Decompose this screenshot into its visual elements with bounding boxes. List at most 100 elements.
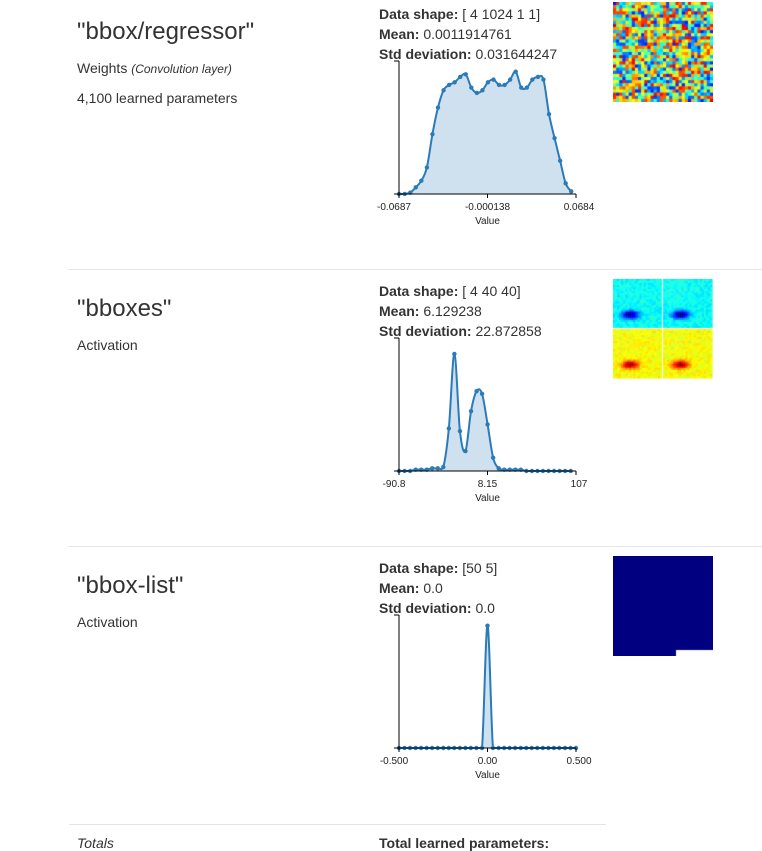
x-tick-label: -90.8 xyxy=(383,479,406,490)
data-shape-value: [50 5] xyxy=(462,560,498,576)
layer-type-label: Activation xyxy=(77,614,138,630)
histogram-point xyxy=(552,135,557,141)
std-value: 0.031644247 xyxy=(475,46,558,62)
std-row: Std deviation: 0.0 xyxy=(379,598,497,618)
layer-type: Activation xyxy=(77,614,138,630)
histogram-chart: -0.500 0.00 0.500 Value xyxy=(380,614,592,781)
data-shape-value: [ 4 40 40] xyxy=(462,283,521,299)
histogram-point xyxy=(463,448,468,454)
std-label: Std deviation: xyxy=(379,323,472,339)
histogram-area xyxy=(399,71,572,194)
data-shape-label: Data shape: xyxy=(379,560,459,576)
histogram-point xyxy=(413,185,418,190)
mean-row: Mean: 6.129238 xyxy=(379,301,542,321)
histogram-point xyxy=(535,74,541,80)
histogram-point xyxy=(457,428,463,434)
histogram-point xyxy=(452,80,457,85)
layer-stats: Data shape: [ 4 1024 1 1] Mean: 0.001191… xyxy=(379,4,557,64)
histogram-chart: -0.0687 -0.000138 0.0684 Value xyxy=(377,60,595,227)
mean-value: 0.0 xyxy=(423,580,443,596)
histogram-point xyxy=(557,158,563,163)
histogram-area xyxy=(399,625,576,748)
x-tick-label: -0.0687 xyxy=(377,202,411,213)
histogram-point xyxy=(468,408,474,414)
layer-stats: Data shape: [50 5] Mean: 0.0 Std deviati… xyxy=(379,558,497,618)
layer-type: Activation xyxy=(77,337,138,353)
data-shape-row: Data shape: [ 4 40 40] xyxy=(379,281,542,301)
histogram-point xyxy=(435,466,440,471)
x-axis-label: Value xyxy=(475,216,500,227)
mean-label: Mean: xyxy=(379,580,420,596)
x-axis-label: Value xyxy=(475,493,500,504)
x-axis-label: Value xyxy=(475,770,500,781)
mean-row: Mean: 0.0 xyxy=(379,578,497,598)
data-shape-value: [ 4 1024 1 1] xyxy=(462,6,541,22)
mean-value: 6.129238 xyxy=(423,303,482,319)
activation-visualization xyxy=(613,279,713,379)
section-divider xyxy=(69,824,606,825)
std-value: 0.0 xyxy=(475,600,495,616)
layer-subtype: (Convolution layer) xyxy=(131,62,232,76)
histogram-point xyxy=(496,82,502,88)
histogram-point xyxy=(491,77,496,82)
histogram-point xyxy=(435,105,441,110)
histogram-point xyxy=(541,77,546,82)
histogram-point xyxy=(424,165,430,170)
histogram-chart: -90.8 8.15 107 Value xyxy=(383,337,588,504)
histogram-point xyxy=(502,82,507,88)
data-shape-label: Data shape: xyxy=(379,283,459,299)
histogram-point xyxy=(546,112,552,117)
histogram-point xyxy=(479,391,485,397)
std-label: Std deviation: xyxy=(379,46,472,62)
mean-row: Mean: 0.0011914761 xyxy=(379,24,557,44)
histogram-point xyxy=(524,85,530,90)
totals-label: Totals xyxy=(77,835,114,851)
histogram-point xyxy=(485,422,490,427)
layer-panel-bboxes: "bboxes" Activation Data shape: [ 4 40 4… xyxy=(0,269,762,546)
weights-visualization xyxy=(613,2,713,102)
x-tick-label: 0.00 xyxy=(478,756,498,767)
x-tick-label: 107 xyxy=(571,479,588,490)
layer-name: "bbox-list" xyxy=(77,572,184,599)
layer-panel-bbox-list: "bbox-list" Activation Data shape: [50 5… xyxy=(0,546,762,823)
histogram-point xyxy=(490,455,496,460)
histogram-point xyxy=(457,74,463,80)
layer-stats: Data shape: [ 4 40 40] Mean: 6.129238 St… xyxy=(379,281,542,341)
histogram-point xyxy=(530,77,535,82)
histogram-point xyxy=(485,623,490,628)
histogram-point xyxy=(507,77,513,82)
histogram-point xyxy=(441,88,446,93)
x-tick-label: 8.15 xyxy=(478,479,498,490)
mean-label: Mean: xyxy=(379,26,420,42)
histogram-point xyxy=(430,131,435,137)
x-tick-label: 0.0684 xyxy=(564,202,595,213)
x-tick-label: -0.500 xyxy=(380,756,409,767)
data-shape-label: Data shape: xyxy=(379,6,459,22)
data-shape-row: Data shape: [ 4 1024 1 1] xyxy=(379,4,557,24)
data-shape-row: Data shape: [50 5] xyxy=(379,558,497,578)
histogram-point xyxy=(569,189,574,194)
histogram-point xyxy=(469,85,474,90)
histogram-point xyxy=(496,466,501,471)
histogram-point xyxy=(446,82,452,88)
std-row: Std deviation: 0.031644247 xyxy=(379,44,557,64)
layer-type: Weights (Convolution layer) xyxy=(77,60,232,76)
section-divider xyxy=(69,269,762,270)
mean-value: 0.0011914761 xyxy=(423,26,512,42)
histogram-point xyxy=(474,90,480,96)
histogram-point xyxy=(429,466,435,471)
histogram-point xyxy=(419,178,424,183)
layer-panel-bbox-regressor: "bbox/regressor" Weights (Convolution la… xyxy=(0,0,762,269)
histogram-point xyxy=(480,88,485,93)
histogram-point xyxy=(519,85,524,90)
layer-type-label: Weights xyxy=(77,60,128,76)
histogram-point xyxy=(446,426,452,431)
total-learned-parameters-label: Total learned parameters: xyxy=(379,835,550,851)
x-tick-label: -0.000138 xyxy=(465,202,510,213)
std-label: Std deviation: xyxy=(379,600,472,616)
layer-type-label: Activation xyxy=(77,337,138,353)
histogram-point xyxy=(452,351,457,357)
histogram-point xyxy=(441,464,446,470)
mean-label: Mean: xyxy=(379,303,420,319)
std-row: Std deviation: 22.872858 xyxy=(379,321,542,341)
